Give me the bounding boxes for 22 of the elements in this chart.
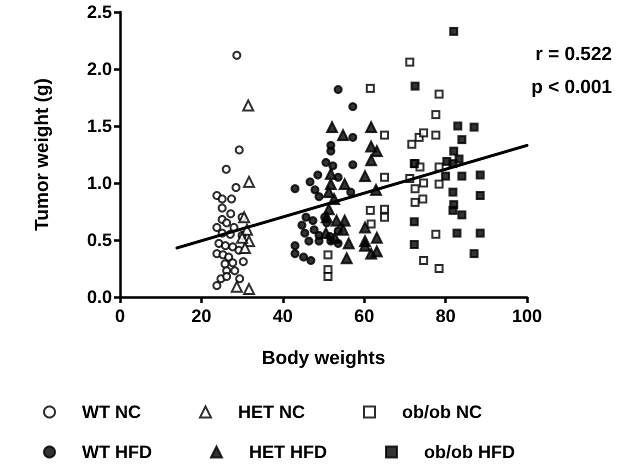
- y-tick-label: 2.0: [86, 59, 112, 79]
- x-tick-label: 40: [272, 306, 293, 326]
- text: r = 0.522: [535, 44, 612, 65]
- legend-label: WT NC: [82, 402, 141, 422]
- text: p < 0.001: [531, 77, 612, 98]
- x-tick-label: 100: [512, 306, 542, 326]
- legend-label: WT HFD: [82, 442, 152, 462]
- y-tick-label: 0.5: [86, 230, 112, 250]
- x-tick-label: 60: [354, 306, 374, 326]
- y-tick-label: 1.0: [86, 173, 112, 193]
- x-tick-label: 80: [436, 306, 456, 326]
- y-axis-title: Tumor weight (g): [32, 78, 53, 231]
- y-tick-label: 0.0: [86, 287, 112, 307]
- x-tick-label: 0: [114, 306, 126, 326]
- legend-label: HET NC: [238, 402, 305, 422]
- legend-label: ob/ob HFD: [424, 442, 515, 462]
- y-tick-label: 2.5: [86, 2, 112, 22]
- x-axis-title: Body weights: [262, 348, 386, 369]
- x-tick-label: 20: [191, 306, 212, 326]
- y-tick-label: 1.5: [86, 116, 112, 136]
- legend-label: ob/ob NC: [402, 402, 482, 422]
- legend-label: HET HFD: [248, 442, 327, 462]
